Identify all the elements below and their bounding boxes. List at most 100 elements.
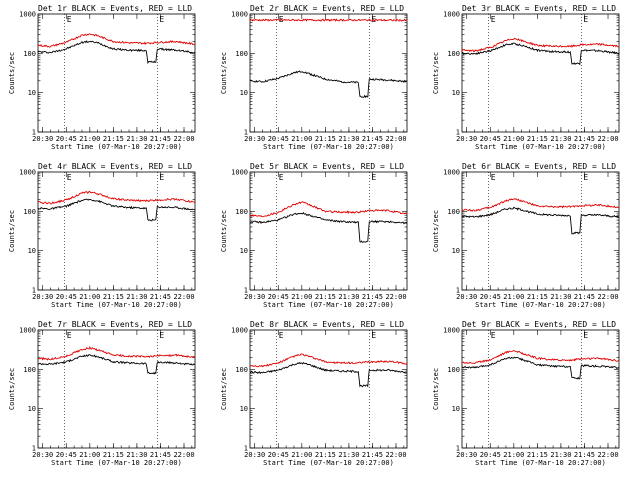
y-axis-label: Counts/sec [432,368,440,410]
lld-series-line [249,353,408,368]
x-tick-label: 21:45 [362,293,383,301]
panel-2: Det 2r BLACK = Events, RED = LLD 1 10 100 10… [220,4,408,151]
panel-title: Det 3r BLACK = Events, RED = LLD [462,4,616,13]
y-tick-label: 1 [456,445,460,453]
lld-series-line [249,201,408,218]
x-tick-label: 20:45 [268,293,289,301]
event-marker-label: E [583,173,588,182]
y-axis-label: Counts/sec [220,210,228,252]
x-tick-label: 20:45 [56,293,77,301]
plot-frame [461,171,620,291]
event-marker-label: E [159,15,164,24]
y-tick-label: 1 [244,129,248,137]
event-marker-label: E [371,331,376,340]
x-tick-label: 22:00 [173,293,194,301]
y-tick-label: 10 [28,89,36,97]
y-tick-label: 1 [244,287,248,295]
x-axis-label: Start Time (07-Mar-10 20:27:00) [475,143,606,151]
y-axis-label: Counts/sec [220,368,228,410]
x-tick-label: 21:30 [126,135,147,143]
lld-series-line [37,345,196,361]
x-tick-label: 21:00 [503,135,524,143]
y-axis-label: Counts/sec [8,52,16,94]
lld-series-line [38,190,196,205]
event-marker-label: E [583,331,588,340]
x-tick-label: 20:45 [268,451,289,459]
panel-8: Det 8r BLACK = Events, RED = LLD 1 10 100 10… [220,320,408,467]
events-series-line [461,206,620,235]
panel-9: Det 9r BLACK = Events, RED = LLD 1 10 100 10… [432,320,620,467]
lld-series-line [249,18,407,22]
event-marker-label: E [279,331,284,340]
x-tick-label: 21:30 [550,451,571,459]
x-tick-label: 21:45 [150,293,171,301]
x-tick-label: 21:15 [527,293,548,301]
y-tick-label: 1000 [231,327,248,335]
plot-frame [249,329,408,449]
x-tick-label: 21:30 [338,451,359,459]
plot-frame [249,171,408,291]
event-marker-label: E [583,15,588,24]
x-tick-label: 21:15 [315,293,336,301]
events-series-line [38,354,196,375]
y-tick-label: 1 [456,287,460,295]
x-tick-label: 20:30 [456,293,477,301]
plot-frame [461,329,620,449]
panel-title: Det 2r BLACK = Events, RED = LLD [250,4,404,13]
x-tick-label: 21:45 [574,135,595,143]
x-tick-label: 21:00 [291,293,312,301]
x-tick-label: 21:30 [338,135,359,143]
y-tick-label: 10 [240,405,248,413]
event-marker-label: E [159,331,164,340]
y-axis-label: Counts/sec [220,52,228,94]
x-tick-label: 20:45 [56,135,77,143]
event-marker-label: E [279,173,284,182]
y-tick-label: 1000 [19,327,36,335]
events-series-line [37,198,196,222]
y-tick-label: 100 [447,208,460,216]
y-tick-label: 10 [28,247,36,255]
y-tick-label: 1 [456,129,460,137]
lld-series-line [461,198,620,212]
panel-title: Det 9r BLACK = Events, RED = LLD [462,320,616,329]
y-tick-label: 1000 [443,169,460,177]
y-tick-label: 1 [32,287,36,295]
events-series-line [249,70,408,99]
y-axis-label: Counts/sec [8,368,16,410]
y-tick-label: 10 [452,89,460,97]
x-tick-label: 21:45 [362,451,383,459]
x-tick-label: 21:45 [150,451,171,459]
y-tick-label: 10 [240,247,248,255]
x-tick-label: 20:45 [480,451,501,459]
y-tick-label: 100 [447,366,460,374]
event-marker-label: E [371,173,376,182]
x-tick-label: 21:30 [338,293,359,301]
panel-title: Det 8r BLACK = Events, RED = LLD [250,320,404,329]
event-marker-label: E [491,15,496,24]
x-tick-label: 21:15 [315,135,336,143]
x-tick-label: 20:30 [456,451,477,459]
y-tick-label: 100 [447,50,460,58]
x-axis-label: Start Time (07-Mar-10 20:27:00) [475,459,606,467]
event-marker-label: E [67,331,72,340]
y-tick-label: 10 [452,405,460,413]
x-tick-label: 22:00 [385,293,406,301]
plot-frame [37,329,196,449]
y-tick-label: 1000 [231,169,248,177]
x-tick-label: 22:00 [385,135,406,143]
plot-frame [461,13,620,133]
x-tick-label: 22:00 [597,135,618,143]
y-tick-label: 100 [23,208,36,216]
events-series-line [37,40,196,65]
event-marker-label: E [159,173,164,182]
x-axis-label: Start Time (07-Mar-10 20:27:00) [263,143,394,151]
panel-7: Det 7r BLACK = Events, RED = LLD 1 10 100 10… [8,320,196,467]
x-tick-label: 21:00 [503,451,524,459]
x-axis-label: Start Time (07-Mar-10 20:27:00) [51,301,182,309]
y-tick-label: 1000 [19,11,36,19]
x-tick-label: 20:30 [244,293,265,301]
x-tick-label: 21:15 [103,293,124,301]
x-tick-label: 21:45 [362,135,383,143]
x-tick-label: 20:45 [268,135,289,143]
y-tick-label: 1 [32,445,36,453]
